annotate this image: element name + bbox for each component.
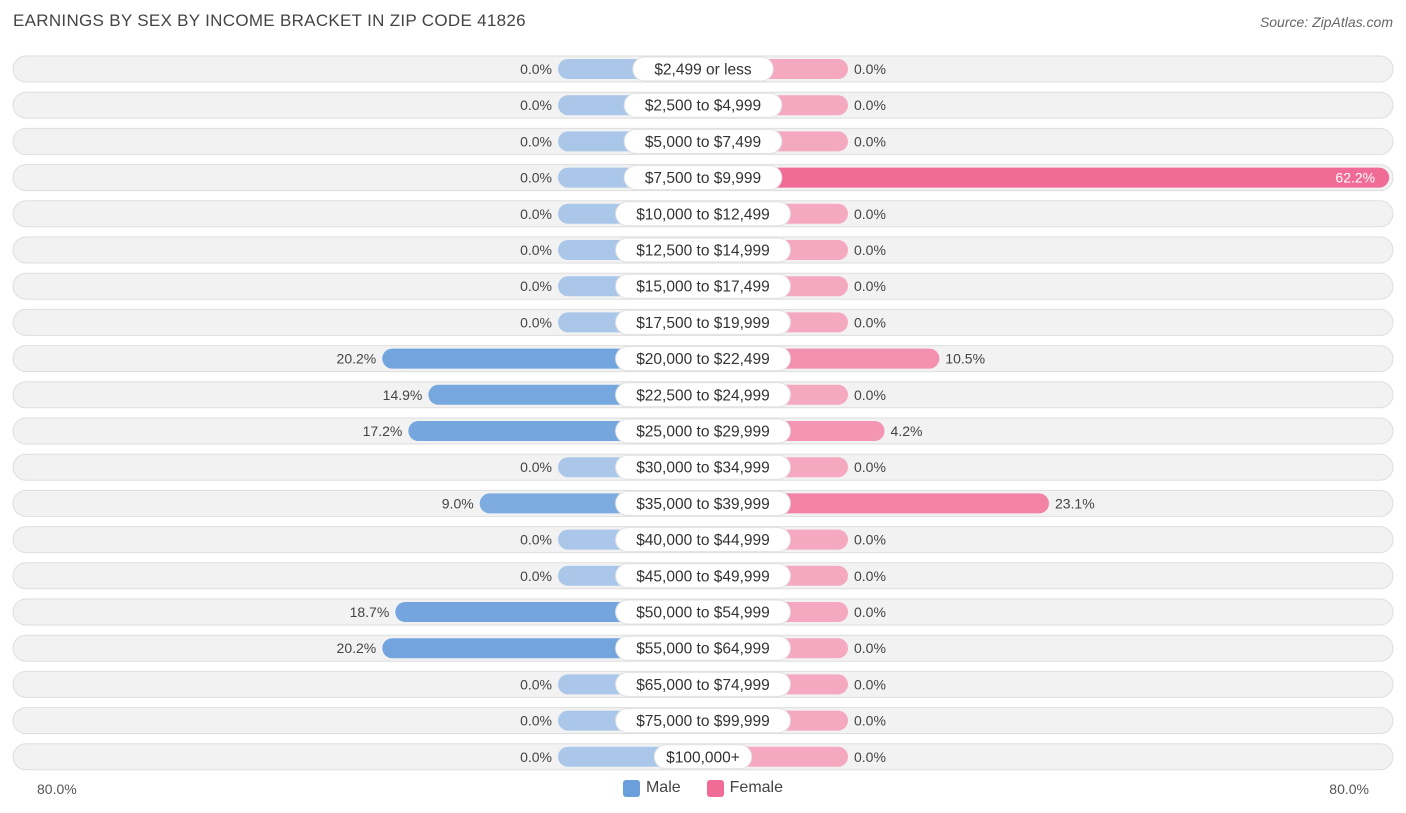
category-label: $20,000 to $22,499 xyxy=(636,351,770,368)
value-label-female: 0.0% xyxy=(854,206,886,222)
value-label-male: 18.7% xyxy=(350,604,390,620)
value-label-male: 0.0% xyxy=(520,133,552,149)
category-label: $25,000 to $29,999 xyxy=(636,424,770,441)
value-label-male: 17.2% xyxy=(363,423,403,439)
category-label: $65,000 to $74,999 xyxy=(636,677,770,694)
legend-label-female: Female xyxy=(729,779,784,796)
category-pill xyxy=(653,744,753,770)
category-label: $2,500 to $4,999 xyxy=(645,98,761,115)
category-label: $40,000 to $44,999 xyxy=(636,532,770,549)
value-label-female: 4.2% xyxy=(891,423,923,439)
category-pill xyxy=(623,92,783,118)
legend-label-male: Male xyxy=(645,779,681,796)
source-label: Source: ZipAtlas.com xyxy=(1259,14,1393,30)
category-label: $12,500 to $14,999 xyxy=(636,243,770,260)
value-label-male: 0.0% xyxy=(520,713,552,729)
category-label: $2,499 or less xyxy=(654,62,752,79)
category-pill xyxy=(615,418,791,444)
value-label-male: 0.0% xyxy=(520,676,552,692)
value-label-male: 0.0% xyxy=(520,61,552,77)
category-pill xyxy=(615,635,791,661)
category-pill xyxy=(615,454,791,480)
value-label-female: 62.2% xyxy=(1335,170,1375,186)
category-pill xyxy=(615,237,791,263)
value-label-female: 0.0% xyxy=(854,97,886,113)
value-label-male: 0.0% xyxy=(520,170,552,186)
category-label: $55,000 to $64,999 xyxy=(636,641,770,658)
value-label-female: 0.0% xyxy=(854,459,886,475)
category-pill xyxy=(615,490,791,516)
category-pill xyxy=(615,346,791,372)
value-label-male: 0.0% xyxy=(520,97,552,113)
value-label-male: 20.2% xyxy=(337,351,377,367)
value-label-female: 0.0% xyxy=(854,61,886,77)
value-label-female: 0.0% xyxy=(854,640,886,656)
value-label-male: 0.0% xyxy=(520,459,552,475)
category-pill xyxy=(615,527,791,553)
legend-swatch-male xyxy=(622,779,640,797)
value-label-female: 0.0% xyxy=(854,676,886,692)
value-label-male: 0.0% xyxy=(520,568,552,584)
value-label-female: 23.1% xyxy=(1055,495,1095,511)
category-pill xyxy=(615,671,791,697)
category-label: $100,000+ xyxy=(666,749,740,766)
chart-title: EARNINGS BY SEX BY INCOME BRACKET IN ZIP… xyxy=(13,11,526,30)
value-label-male: 9.0% xyxy=(442,495,474,511)
category-pill xyxy=(615,382,791,408)
value-label-male: 0.0% xyxy=(520,278,552,294)
category-pill xyxy=(615,201,791,227)
category-pill xyxy=(615,309,791,335)
category-pill xyxy=(615,599,791,625)
category-label: $7,500 to $9,999 xyxy=(645,170,761,187)
category-pill xyxy=(615,563,791,589)
category-label: $50,000 to $54,999 xyxy=(636,605,770,622)
value-label-female: 0.0% xyxy=(854,568,886,584)
value-label-male: 0.0% xyxy=(520,242,552,258)
category-label: $10,000 to $12,499 xyxy=(636,206,770,223)
category-pill xyxy=(623,128,783,154)
value-label-male: 0.0% xyxy=(520,749,552,765)
value-label-female: 0.0% xyxy=(854,278,886,294)
category-label: $35,000 to $39,999 xyxy=(636,496,770,513)
axis-left-label: 80.0% xyxy=(37,781,77,797)
value-label-male: 0.0% xyxy=(520,206,552,222)
value-label-male: 20.2% xyxy=(337,640,377,656)
legend-swatch-female xyxy=(706,779,724,797)
chart: $2,499 or less 0.0% 0.0% $2,500 to $4,999 0.… xyxy=(12,55,1394,771)
category-label: $15,000 to $17,499 xyxy=(636,279,770,296)
category-pill xyxy=(632,56,774,82)
category-pill xyxy=(615,273,791,299)
value-label-female: 0.0% xyxy=(854,749,886,765)
category-label: $5,000 to $7,499 xyxy=(645,134,761,151)
category-label: $75,000 to $99,999 xyxy=(636,713,770,730)
value-label-female: 0.0% xyxy=(854,604,886,620)
legend-item-female[interactable]: Female xyxy=(706,779,784,797)
value-label-male: 0.0% xyxy=(520,532,552,548)
category-pill xyxy=(615,708,791,734)
value-label-female: 0.0% xyxy=(854,242,886,258)
value-label-female: 0.0% xyxy=(854,387,886,403)
bar-female xyxy=(703,167,1390,188)
category-pill xyxy=(623,165,783,191)
category-label: $22,500 to $24,999 xyxy=(636,387,770,404)
value-label-female: 0.0% xyxy=(854,133,886,149)
axis-right-label: 80.0% xyxy=(1329,781,1369,797)
value-label-female: 0.0% xyxy=(854,713,886,729)
legend-item-male[interactable]: Male xyxy=(622,779,681,797)
category-label: $30,000 to $34,999 xyxy=(636,460,770,477)
legend: Male Female xyxy=(0,779,1406,797)
value-label-female: 0.0% xyxy=(854,314,886,330)
category-label: $17,500 to $19,999 xyxy=(636,315,770,332)
value-label-male: 14.9% xyxy=(383,387,423,403)
value-label-female: 0.0% xyxy=(854,532,886,548)
value-label-female: 10.5% xyxy=(945,351,985,367)
category-label: $45,000 to $49,999 xyxy=(636,568,770,585)
value-label-male: 0.0% xyxy=(520,314,552,330)
